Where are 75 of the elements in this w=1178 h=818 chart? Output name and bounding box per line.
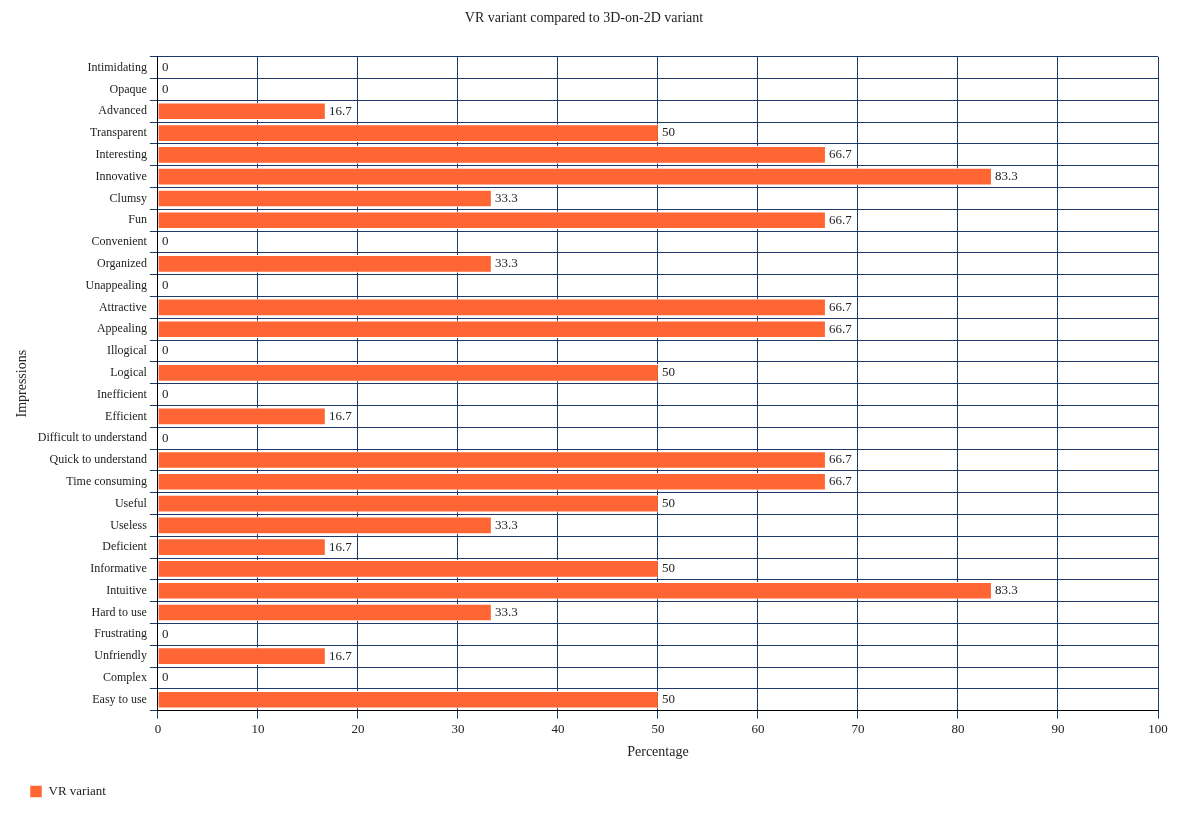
y-tick-label: Difficult to understand [37,430,147,445]
y-tick-label: Efficient [105,408,148,423]
y-tick-label: Hard to use [91,604,147,619]
x-tick-label: 100 [1148,720,1168,736]
y-axis-title: Impressions [14,349,30,418]
data-label: 16.7 [328,407,353,423]
chart-title: VR variant compared to 3D-on-2D variant [464,10,704,26]
y-tick-label: Unfriendly [94,648,147,663]
data-label: 0 [161,80,169,96]
data-label: 66.7 [828,298,853,314]
y-tick-label: Clumsy [109,190,147,205]
y-tick-label: Convenient [91,234,148,249]
y-tick-label: Informative [90,561,147,576]
x-tick-label: 40 [551,720,565,736]
y-tick-label: Organized [97,255,147,270]
data-label: 83.3 [994,582,1018,598]
data-label: 0 [161,277,169,293]
y-tick-label: Appealing [96,321,147,336]
y-tick-label: Deficient [102,539,148,554]
x-tick-label: 0 [154,720,162,736]
data-label: 83.3 [994,168,1018,184]
data-label: 66.7 [828,473,853,489]
data-label: 16.7 [328,538,353,554]
y-tick-label: Easy to use [92,691,147,706]
y-tick-label: Logical [110,364,148,379]
y-tick-label: Fun [128,212,147,227]
data-label: 66.7 [828,320,853,336]
y-tick-label: Useful [114,495,148,510]
data-label: 0 [161,429,169,445]
y-tick-label: Interesting [95,147,147,162]
y-tick-label: Attractive [98,299,147,314]
data-label: 50 [661,124,675,140]
data-label: 66.7 [828,451,853,467]
data-label: 0 [161,386,169,402]
data-label: 50 [661,364,675,380]
data-label: 66.7 [828,146,853,162]
legend-label: VR variant [48,782,107,798]
x-tick-label: 70 [851,720,865,736]
x-tick-label: 80 [951,720,965,736]
y-tick-label: Complex [102,670,147,685]
x-tick-label: 30 [451,720,465,736]
x-tick-label: 20 [351,720,365,736]
y-tick-label: Quick to understand [49,452,147,467]
data-label: 50 [661,691,675,707]
x-tick-label: 10 [251,720,265,736]
data-label: 33.3 [494,603,518,619]
data-label: 33.3 [494,255,518,271]
data-label: 50 [661,494,675,510]
y-tick-label: Illogical [106,343,148,358]
data-label: 0 [161,233,169,249]
y-tick-label: Unappealing [85,277,147,292]
y-tick-label: Intimidating [87,59,147,74]
y-tick-label: Transparent [90,125,148,140]
y-tick-label: Opaque [109,81,147,96]
y-tick-label: Inefficient [97,386,148,401]
y-tick-label: Intuitive [106,582,147,597]
data-label: 0 [161,59,169,75]
data-label: 33.3 [494,189,518,205]
y-tick-label: Innovative [95,168,147,183]
x-axis-title: Percentage [627,744,689,760]
y-tick-label: Advanced [98,103,147,118]
data-label: 0 [161,342,169,358]
x-tick-label: 60 [751,720,765,736]
x-tick-label: 50 [651,720,665,736]
data-label: 16.7 [328,647,353,663]
data-label: 16.7 [328,102,353,118]
data-label: 66.7 [828,211,853,227]
data-label: 0 [161,625,169,641]
y-tick-label: Time consuming [66,473,147,488]
y-tick-label: Frustrating [94,626,147,641]
data-label: 0 [161,669,169,685]
x-tick-label: 90 [1051,720,1065,736]
data-label: 33.3 [494,516,518,532]
data-label: 50 [661,560,675,576]
y-tick-label: Useless [110,517,148,532]
